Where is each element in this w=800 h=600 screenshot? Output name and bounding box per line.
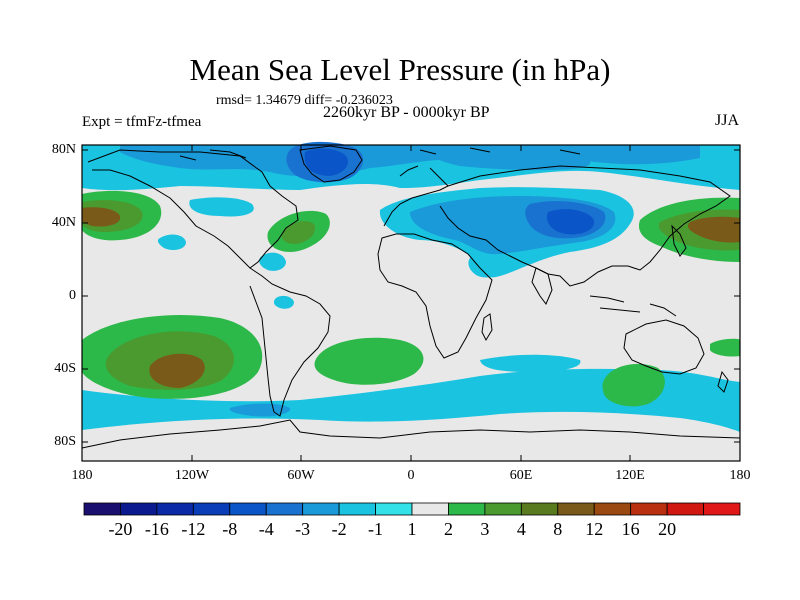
colorbar-swatch xyxy=(448,502,486,516)
equatorial-atlantic-low xyxy=(273,295,294,309)
colorbar-swatch xyxy=(302,502,340,516)
colorbar-swatch xyxy=(520,502,559,516)
colorbar-swatch xyxy=(338,502,376,516)
lat-label-0: 0 xyxy=(69,288,76,303)
rmsd-diff-stats: rmsd= 1.34679 diff= -0.236023 xyxy=(216,93,393,108)
lon-label-60w: 60W xyxy=(287,468,315,483)
south-pacific-high-deep xyxy=(149,353,205,388)
atlantic-blue-patch xyxy=(189,197,254,217)
africa-coast xyxy=(377,233,493,359)
colorbar-label: 12 xyxy=(585,519,604,539)
colorbar-swatch xyxy=(703,502,741,516)
india-coast xyxy=(531,267,553,305)
coastlines xyxy=(81,145,741,449)
greenland-low-core xyxy=(304,148,349,176)
map-panel xyxy=(82,141,740,461)
arabia-low xyxy=(468,256,499,278)
season-label: JJA xyxy=(715,112,740,129)
period-label: 2260kyr BP - 0000kyr BP xyxy=(323,104,490,121)
colorbar-label: -20 xyxy=(108,519,133,539)
antarctica-coast xyxy=(81,419,741,449)
new-zealand-coast xyxy=(717,370,729,393)
colorbar-label: -12 xyxy=(181,519,206,539)
colorbar-swatch xyxy=(484,502,522,516)
lat-label-40s: 40S xyxy=(54,361,76,376)
arctic-islands-coast xyxy=(179,147,581,161)
colorbar-label: -2 xyxy=(331,519,347,539)
lon-label-60e: 60E xyxy=(509,468,533,483)
colorbar-label: 1 xyxy=(407,519,417,539)
lon-label-0: 0 xyxy=(407,468,415,483)
colorbar-swatch xyxy=(120,502,158,516)
eurasia-low-deep xyxy=(546,209,595,235)
lat-label-80s: 80S xyxy=(54,434,76,449)
south-america-coast xyxy=(249,267,331,417)
colorbar-label: -3 xyxy=(295,519,311,539)
colorbar-swatch xyxy=(156,502,194,516)
tropical-pacific-low xyxy=(157,234,186,250)
colorbar-label: 8 xyxy=(553,519,563,539)
caribbean-low xyxy=(259,252,286,271)
atlantic-high-core xyxy=(281,221,316,244)
colorbar-label: -1 xyxy=(368,519,384,539)
colorbar-label: 20 xyxy=(658,519,677,539)
colorbar-swatch xyxy=(83,502,121,516)
indonesia-coast xyxy=(589,295,677,317)
colorbar-label: 3 xyxy=(480,519,490,539)
experiment-label: Expt = tfmFz-tfmea xyxy=(82,114,202,130)
colorbar-label: 4 xyxy=(516,519,526,539)
colorbar-swatch xyxy=(666,502,704,516)
australia-east-high xyxy=(710,338,740,357)
colorbar-label: 2 xyxy=(443,519,453,539)
axis-ticks xyxy=(81,145,741,461)
lat-label-80n: 80N xyxy=(51,142,76,157)
europe-coast xyxy=(383,165,449,227)
greenland-coast xyxy=(299,145,363,183)
map-title: Mean Sea Level Pressure (in hPa) xyxy=(189,52,611,87)
colorbar-swatch xyxy=(593,502,632,516)
pacific-high-west-deep xyxy=(82,207,121,227)
lon-label-120w: 120W xyxy=(174,468,210,483)
southern-ocean-low-2 xyxy=(480,354,581,372)
colorbar-label: -4 xyxy=(258,519,274,539)
colorbar-swatch xyxy=(557,502,595,516)
pacific-high-east-deep xyxy=(688,216,740,243)
south-atlantic-high xyxy=(314,337,424,385)
siberia-low xyxy=(429,147,591,171)
asia-coast xyxy=(439,165,731,287)
colorbar-label: 16 xyxy=(621,519,640,539)
colorbar-swatch xyxy=(192,502,231,516)
colorbar-label: -8 xyxy=(222,519,238,539)
antarctic-white xyxy=(82,411,740,461)
colorbar-swatch xyxy=(229,502,267,516)
lat-label-40n: 40N xyxy=(51,215,76,230)
colorbar-swatch xyxy=(265,502,304,516)
colorbar-swatch xyxy=(375,502,413,516)
japan-coast xyxy=(671,224,687,257)
australia-coast xyxy=(623,319,705,375)
lon-label-120e: 120E xyxy=(615,468,645,483)
colorbar xyxy=(83,502,741,516)
lon-label-180e: 180 xyxy=(729,468,751,483)
madagascar-coast xyxy=(481,313,493,342)
south-indian-high xyxy=(602,364,665,407)
colorbar-swatch xyxy=(630,502,668,516)
colorbar-swatch xyxy=(411,502,449,516)
colorbar-label: -16 xyxy=(144,519,169,539)
lon-label-180w: 180 xyxy=(71,468,93,483)
